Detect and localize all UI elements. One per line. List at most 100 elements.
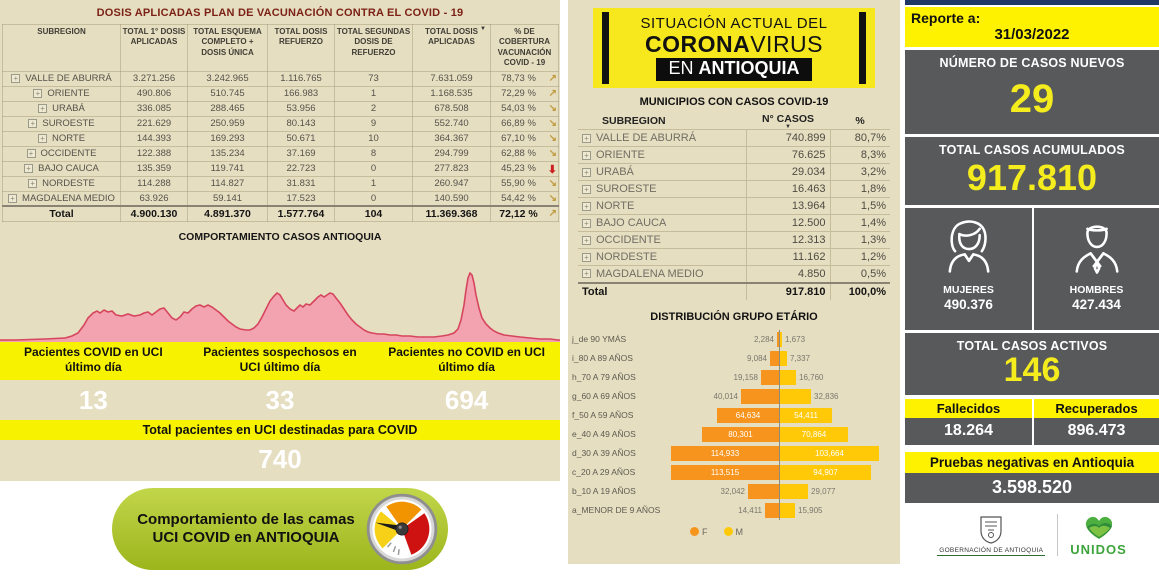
- bar-male: 54,411: [780, 407, 832, 423]
- vaccination-panel: DOSIS APLICADAS PLAN DE VACUNACIÓN CONTR…: [0, 0, 560, 577]
- col-header-refuerzo[interactable]: TOTAL DOSIS REFUERZO: [267, 24, 335, 72]
- unidos-heart-icon: [1085, 516, 1112, 539]
- table-row[interactable]: + NORDESTE 11.162 1,2%: [578, 248, 890, 266]
- pyramid-axis: [779, 348, 780, 368]
- pyramid-row[interactable]: h_70 A 79 AÑOS 19,158 16,760: [572, 367, 896, 387]
- expand-icon[interactable]: +: [37, 134, 47, 144]
- expand-icon[interactable]: +: [582, 133, 591, 143]
- table-row[interactable]: + OCCIDENTE 12.313 1,3%: [578, 231, 890, 249]
- vaccination-table: SUBREGION TOTAL 1° DOSIS APLICADAS TOTAL…: [2, 24, 559, 222]
- col-header-esquema[interactable]: TOTAL ESQUEMA COMPLETO + DOSIS ÚNICA: [187, 24, 268, 72]
- expand-icon[interactable]: +: [582, 150, 591, 160]
- expand-icon[interactable]: +: [33, 89, 43, 99]
- municipios-title: MUNICIPIOS CON CASOS COVID-19: [639, 96, 829, 108]
- deaths-recovered-labels: Fallecidos Recuperados: [905, 399, 1159, 418]
- expand-icon[interactable]: +: [28, 119, 38, 129]
- table-row[interactable]: + SUROESTE 221.629 250.959 80.143 9 552.740 6…: [2, 115, 559, 132]
- table-row[interactable]: + BAJO CAUCA 12.500 1,4%: [578, 214, 890, 232]
- pyramid-row[interactable]: b_10 A 19 AÑOS 32,042 29,077: [572, 481, 896, 501]
- table-row[interactable]: + URABÁ 336.085 288.465 53.956 2 678.508 54,0…: [2, 100, 559, 117]
- trend-arrow-icon: ↘: [548, 102, 557, 114]
- col-header-subregion[interactable]: SUBREGION: [2, 24, 121, 72]
- expand-icon[interactable]: +: [582, 252, 591, 262]
- expand-icon[interactable]: +: [28, 179, 38, 189]
- trend-arrow-icon: ↘: [548, 192, 557, 204]
- trend-arrow-icon: ↘: [548, 132, 557, 144]
- expand-icon[interactable]: +: [582, 218, 591, 228]
- table-row[interactable]: + ORIENTE 76.625 8,3%: [578, 146, 890, 164]
- gauge-icon: [366, 493, 438, 565]
- bar-male: 70,864: [780, 426, 848, 442]
- expand-icon[interactable]: +: [582, 201, 591, 211]
- table-row[interactable]: + URABÁ 29.034 3,2%: [578, 163, 890, 181]
- trend-arrow-icon: ↗: [548, 72, 557, 84]
- logo-divider: [1057, 514, 1059, 556]
- table-total-row[interactable]: Total 917.810 100,0%: [578, 281, 890, 300]
- bar-male: 103,664: [780, 445, 879, 461]
- women-value: 490.376: [944, 297, 993, 312]
- col-header-pct[interactable]: %: [855, 115, 865, 127]
- pyramid-row[interactable]: a_MENOR DE 9 AÑOS 14,411 15,905: [572, 500, 896, 520]
- table-row[interactable]: + NORDESTE 114.288 114.827 31.831 1 260.947 5…: [2, 175, 559, 192]
- expand-icon[interactable]: +: [582, 269, 591, 279]
- table-total-row[interactable]: Total 4.900.130 4.891.370 1.577.764 104 11.3…: [2, 205, 559, 222]
- pyramid-row[interactable]: f_50 A 59 AÑOS 64,634 54,411: [572, 405, 896, 425]
- legend-female-dot: [690, 527, 699, 536]
- logo-line2: CORONAVIRUS: [644, 31, 824, 58]
- expand-icon[interactable]: +: [38, 104, 48, 114]
- pyramid-row[interactable]: j_de 90 YMÁS 2,284 1,673: [572, 329, 896, 349]
- table-row[interactable]: + VALLE DE ABURRÁ 3.271.256 3.242.965 1.116…: [2, 70, 559, 87]
- table-row[interactable]: + SUROESTE 16.463 1,8%: [578, 180, 890, 198]
- expand-icon[interactable]: +: [11, 74, 21, 84]
- trend-arrow-icon: ↗: [548, 208, 557, 220]
- col-header-dosis1[interactable]: TOTAL 1° DOSIS APLICADAS: [120, 24, 188, 72]
- bar-female: 80,301: [702, 426, 779, 442]
- bar-male: [780, 483, 808, 499]
- total-cases-card: TOTAL CASOS ACUMULADOS 917.810: [905, 137, 1159, 205]
- uci-card-label: Pacientes COVID en UCI último día: [23, 344, 163, 375]
- pyramid-row[interactable]: d_30 A 39 AÑOS 114,933 103,664: [572, 443, 896, 463]
- cases-area-chart[interactable]: [0, 245, 560, 342]
- pyramid-axis: [779, 367, 780, 387]
- table-row[interactable]: + NORTE 13.964 1,5%: [578, 197, 890, 215]
- pyramid-axis: [779, 500, 780, 520]
- uci-card-value: 33: [265, 384, 295, 415]
- bar-female: [765, 502, 779, 518]
- logo-line1: SITUACIÓN ACTUAL DEL: [640, 15, 828, 33]
- table-row[interactable]: + MAGDALENA MEDIO 63.926 59.141 17.523 0 140.…: [2, 190, 559, 207]
- uci-total-label: Total pacientes en UCI destinadas para C…: [0, 419, 560, 440]
- expand-icon[interactable]: +: [582, 184, 591, 194]
- bar-male: [780, 388, 811, 404]
- top-divider: [905, 0, 1159, 5]
- expand-icon[interactable]: +: [26, 149, 36, 159]
- men-cell: HOMBRES 427.434: [1032, 208, 1159, 330]
- table-row[interactable]: + NORTE 144.393 169.293 50.671 10 364.367 67,…: [2, 130, 559, 147]
- pyramid-axis: [779, 405, 780, 425]
- expand-icon[interactable]: +: [582, 167, 591, 177]
- pyramid-row[interactable]: c_20 A 29 AÑOS 113,515 94,907: [572, 462, 896, 482]
- table-row[interactable]: + VALLE DE ABURRÁ 740.899 80,7%: [578, 129, 890, 147]
- pyramid-row[interactable]: e_40 A 49 AÑOS 80,301 70,864: [572, 424, 896, 444]
- expand-icon[interactable]: +: [24, 164, 34, 174]
- pyramid-axis: [779, 329, 780, 349]
- trend-arrow-icon: ↘: [548, 117, 557, 129]
- expand-icon[interactable]: +: [8, 193, 18, 203]
- active-cases-label: TOTAL CASOS ACTIVOS: [956, 339, 1108, 353]
- bar-male: [780, 350, 787, 366]
- pyramid-row[interactable]: i_80 A 89 AÑOS 9,084 7,337: [572, 348, 896, 368]
- table-row[interactable]: + BAJO CAUCA 135.359 119.741 22.723 0 277.823…: [2, 160, 559, 177]
- pyramid-axis: [779, 481, 780, 501]
- col-header-subregion[interactable]: SUBREGION: [602, 115, 666, 127]
- table-row[interactable]: + OCCIDENTE 122.388 135.234 37.169 8 294.799 …: [2, 145, 559, 162]
- col-header-cobertura[interactable]: % DE COBERTURA VACUNACIÓN COVID - 19: [490, 24, 559, 72]
- table-row[interactable]: + ORIENTE 490.806 510.745 166.983 1 1.168.535…: [2, 85, 559, 102]
- col-header-casos[interactable]: N° CASOS ▼: [746, 112, 830, 130]
- pyramid-row[interactable]: g_60 A 69 AÑOS 40,014 32,836: [572, 386, 896, 406]
- col-header-segundas[interactable]: TOTAL SEGUNDAS DOSIS DE REFUERZO: [334, 24, 413, 72]
- col-header-total-dosis[interactable]: TOTAL DOSIS APLICADAS ▼: [412, 24, 491, 72]
- legend-male-dot: [723, 527, 733, 536]
- bar-female: 113,515: [671, 464, 779, 480]
- age-pyramid-chart[interactable]: j_de 90 YMÁS 2,284 1,673 i_80 A 89 AÑOS …: [572, 329, 896, 537]
- table-row[interactable]: + MAGDALENA MEDIO 4.850 0,5%: [578, 265, 890, 283]
- expand-icon[interactable]: +: [582, 235, 591, 245]
